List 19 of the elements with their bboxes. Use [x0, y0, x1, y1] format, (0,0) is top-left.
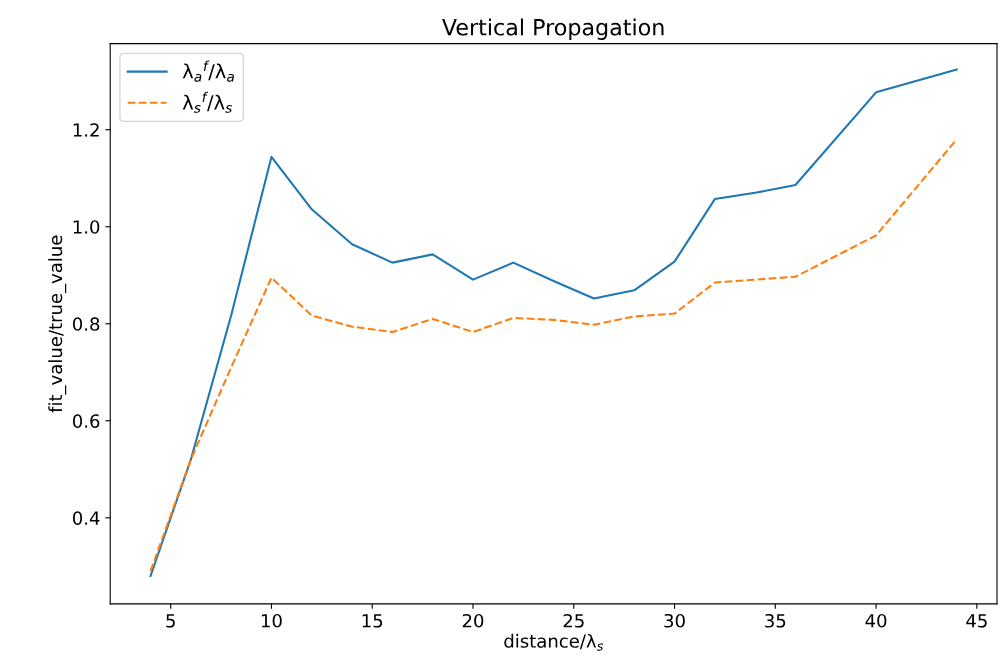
legend-label: λ$_{a}$$^{f}$/λ$_{a}$	[182, 60, 234, 82]
x-tick-label: 15	[362, 614, 383, 628]
x-tick-label: 25	[563, 613, 584, 628]
y-tick-label: 1.0	[73, 220, 100, 234]
y-tick-label: 0.8	[72, 317, 100, 331]
legend-label: λ$_{s}$$^{f}$/λ$_{s}$	[182, 91, 233, 113]
x-tick-label: 10	[261, 613, 282, 628]
y-tick-label: 1.2	[73, 123, 99, 137]
y-tick-label: 0.4	[72, 511, 100, 525]
x-axis-title: distance/λ$_{s}$	[504, 633, 604, 651]
x-tick-label: 30	[664, 613, 685, 628]
y-axis-title: fit_value/true_value	[48, 235, 67, 413]
x-tick-label: 5	[166, 614, 175, 628]
x-tick-label: 35	[765, 613, 786, 628]
x-tick-label: 40	[865, 613, 887, 628]
x-tick-label: 20	[462, 613, 484, 628]
y-tick-label: 0.6	[72, 414, 100, 428]
chart-title: Vertical Propagation	[442, 18, 664, 40]
x-tick-label: 45	[966, 614, 987, 628]
